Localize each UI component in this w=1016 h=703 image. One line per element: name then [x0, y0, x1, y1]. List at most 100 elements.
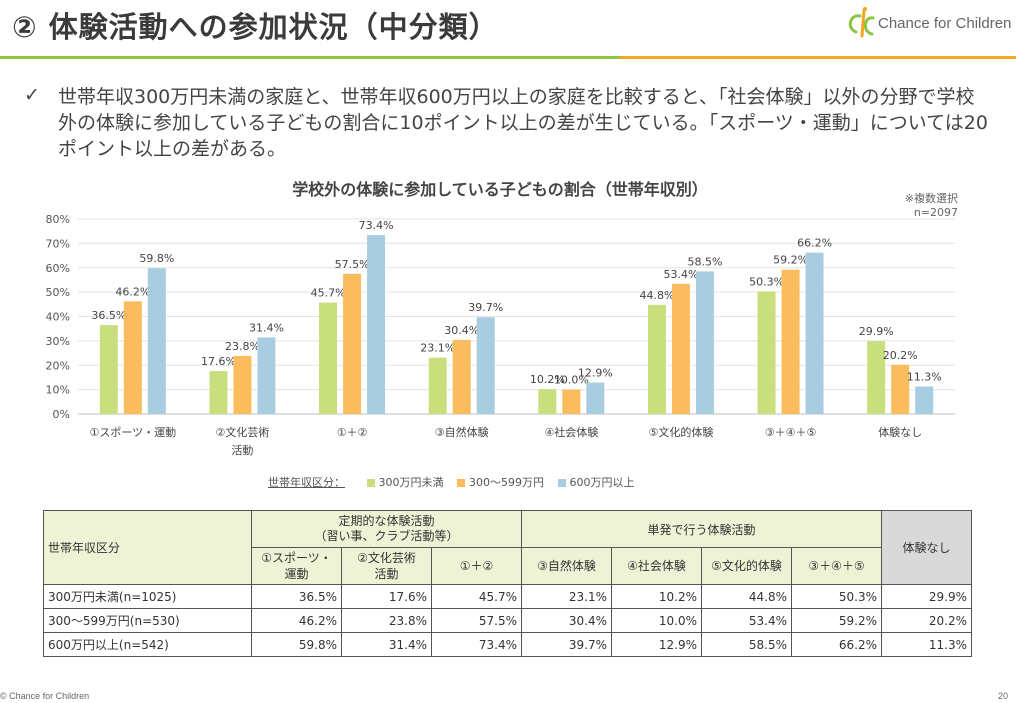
bar [209, 371, 228, 414]
x-tick-label: 活動 [231, 443, 253, 457]
bar [757, 291, 776, 414]
y-tick-label: 50% [46, 286, 70, 299]
table-cell: 29.9% [881, 584, 972, 609]
bar [367, 235, 386, 414]
bar [671, 283, 690, 414]
table-cell: 30.4% [521, 608, 612, 633]
bar [147, 268, 166, 414]
header-divider-green [0, 56, 620, 59]
bar [233, 355, 252, 414]
table-cell: 31.4% [341, 632, 432, 657]
bar-value-label: 10.2% [530, 373, 565, 386]
bar [476, 317, 495, 414]
bar-value-label: 59.8% [139, 252, 174, 265]
legend-label-2: 600万円以上 [569, 476, 635, 489]
footer-copyright: © Chance for Children [0, 691, 90, 701]
bar [562, 389, 581, 414]
x-tick-label: 体験なし [878, 425, 922, 439]
column-header-line: ⑤文化的体験 [711, 559, 782, 573]
bar [915, 386, 934, 414]
x-tick-label: ①スポーツ・運動 [89, 425, 176, 439]
bar-value-label: 23.8% [225, 340, 260, 353]
table-cell: 11.3% [881, 632, 972, 657]
legend-swatch-1 [457, 479, 465, 487]
x-tick-label: ①＋② [337, 426, 368, 439]
table-cell: 23.8% [341, 608, 432, 633]
brand-logo: Chance for Children [842, 6, 1012, 42]
regular-activities-title: 定期的な体験活動 [338, 514, 435, 528]
table-cell: 20.2% [881, 608, 972, 633]
column-header-line: ③＋④＋⑤ [808, 559, 865, 573]
y-tick-label: 70% [46, 237, 70, 250]
table-column-header: ①＋② [431, 547, 522, 585]
table-cell: 58.5% [701, 632, 792, 657]
row-label: 600万円以上(n=542) [43, 632, 252, 657]
chart-note: ※複数選択 n=2097 [905, 192, 958, 220]
bar-value-label: 12.9% [578, 367, 613, 380]
row-label: 300～599万円(n=530) [43, 608, 252, 633]
x-tick-label: ③自然体験 [435, 425, 489, 439]
table-body: 300万円未満(n=1025) 36.5% 17.6% 45.7% 23.1% 10.2%… [43, 584, 972, 657]
y-tick-label: 0% [53, 408, 70, 421]
legend-label-1: 300～599万円 [469, 476, 544, 489]
bar [891, 364, 910, 414]
bar [867, 341, 886, 414]
y-tick-label: 20% [46, 359, 70, 372]
table-cell: 10.2% [611, 584, 702, 609]
cfc-logo-icon [848, 7, 875, 38]
table-cell: 53.4% [701, 608, 792, 633]
table-cell: 10.0% [611, 608, 702, 633]
bar [586, 382, 605, 414]
legend-swatch-0 [366, 479, 375, 487]
bar-value-label: 59.2% [773, 254, 808, 267]
column-header-line: 運動 [284, 567, 309, 581]
legend-swatch-2 [557, 479, 566, 487]
regular-activities-header: 定期的な体験活動 （習い事、クラブ活動等） [251, 510, 522, 548]
table-row: 300～599万円(n=530) 46.2% 23.8% 57.5% 30.4% 10.0… [43, 608, 972, 633]
column-header-line: ③自然体験 [537, 559, 596, 573]
x-tick-label: ⑤文化的体験 [649, 425, 714, 439]
bar-value-label: 10.0% [554, 374, 589, 387]
table-column-header: ①スポーツ・ 運動 [251, 547, 342, 585]
bar [99, 325, 118, 414]
column-header-line: ①スポーツ・ [261, 551, 332, 565]
table-column-header: ②文化芸術 活動 [341, 547, 432, 585]
multiple-choice-note: ※複数選択 [904, 192, 958, 205]
table-row: 600万円以上(n=542) 59.8% 31.4% 73.4% 39.7% 12.9% 5… [43, 632, 972, 657]
bar-value-label: 73.4% [359, 219, 394, 232]
bar-value-label: 45.7% [311, 287, 346, 300]
bar-value-label: 66.2% [797, 237, 832, 250]
table-subheader-row: ①スポーツ・ 運動 ②文化芸術 活動 ①＋② ③自然体験 ④社会体験 ⑤文化的体験 ③＋④＋⑤ [44, 547, 972, 585]
bar-value-label: 39.7% [468, 301, 503, 314]
table-cell: 17.6% [341, 584, 432, 609]
bar [428, 357, 447, 414]
column-header-line: 活動 [374, 567, 399, 581]
bar [805, 252, 824, 414]
bar-value-label: 58.5% [687, 255, 722, 268]
bar-value-label: 53.4% [663, 268, 698, 281]
bar-value-label: 23.1% [420, 342, 455, 355]
table-column-header: ③自然体験 [521, 547, 612, 585]
table-cell: 12.9% [611, 632, 702, 657]
column-header-line: ④社会体験 [627, 559, 686, 573]
no-experience-header: 体験なし [881, 510, 972, 585]
bar [781, 269, 800, 414]
data-table: 世帯年収区分 定期的な体験活動 （習い事、クラブ活動等） 単発で行う体験活動 体… [43, 510, 972, 657]
table-cell: 23.1% [521, 584, 612, 609]
y-tick-label: 10% [46, 384, 70, 397]
bar-value-label: 46.2% [115, 285, 150, 298]
x-tick-label: ④社会体験 [544, 425, 598, 439]
column-header-line: ①＋② [459, 559, 494, 573]
table-row: 300万円未満(n=1025) 36.5% 17.6% 45.7% 23.1% 10.2%… [43, 584, 972, 609]
table-column-header: ⑤文化的体験 [701, 547, 792, 585]
bar [343, 273, 362, 414]
table-cell: 36.5% [251, 584, 342, 609]
bar [695, 271, 714, 414]
row-label: 300万円未満(n=1025) [43, 584, 252, 609]
table-cell: 44.8% [701, 584, 792, 609]
bar [452, 339, 471, 414]
y-tick-label: 80% [46, 213, 70, 226]
table-cell: 59.2% [791, 608, 882, 633]
bar-chart: 0% 10% 20% 30% 40% 50% 60% 70% 80% 36.5% 46.2% 59.8… [46, 213, 955, 457]
bar-value-label: 44.8% [639, 289, 674, 302]
